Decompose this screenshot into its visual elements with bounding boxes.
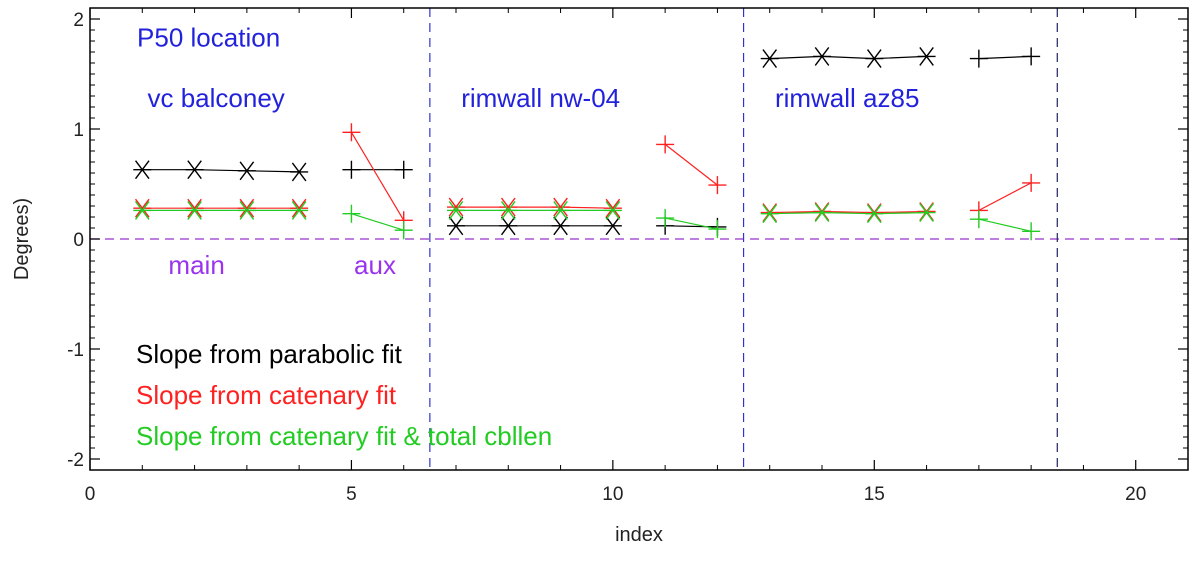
series-line (769, 210, 927, 214)
asterisk-marker (133, 160, 152, 180)
plus-marker (656, 135, 675, 154)
plus-marker (969, 49, 988, 68)
reference-lines (90, 8, 1188, 470)
asterisk-marker (917, 46, 936, 66)
legend: Slope from parabolic fit Slope from caten… (136, 339, 552, 451)
asterisk-marker (760, 204, 779, 224)
series-line (665, 217, 718, 230)
y-tick-label: 2 (73, 10, 84, 31)
asterisk-marker (447, 216, 465, 236)
asterisk-marker (603, 198, 622, 218)
series-line (664, 143, 718, 186)
x-tick-label: 10 (602, 484, 623, 505)
legend-entry-2: Slope from catenary fit (136, 380, 397, 410)
asterisk-marker (133, 200, 152, 220)
annotation-vc: vc balconey (148, 83, 285, 113)
asterisk-marker (603, 200, 622, 220)
series-line (350, 131, 405, 221)
asterisk-marker (290, 198, 309, 218)
asterisk-marker (499, 200, 518, 220)
plus-marker (394, 221, 413, 240)
legend-entry-3: Slope from catenary fit & total cbllen (136, 421, 552, 451)
asterisk-marker (133, 198, 152, 218)
series-line (142, 169, 300, 173)
asterisk-marker (290, 200, 309, 220)
y-tick-label: -1 (67, 340, 84, 361)
plus-marker (342, 123, 361, 142)
y-tick-label: -2 (67, 450, 84, 471)
series-line (978, 182, 1032, 211)
x-axis-label: index (615, 524, 663, 546)
asterisk-marker (185, 198, 204, 218)
x-tick-label: 15 (864, 484, 885, 505)
asterisk-marker (865, 204, 884, 224)
asterisk-marker (185, 160, 204, 180)
legend-entry-1: Slope from parabolic fit (136, 339, 403, 369)
x-tick-label: 0 (85, 484, 96, 505)
annotation-aux: aux (354, 250, 396, 280)
y-tick-label: 0 (73, 230, 84, 251)
series-line (351, 213, 404, 231)
data-series (133, 46, 1041, 241)
asterisk-marker (499, 216, 518, 236)
y-tick-label: 1 (73, 120, 84, 141)
annotation-nw04: rimwall nw-04 (461, 83, 620, 113)
plus-marker (394, 160, 413, 179)
asterisk-marker (603, 216, 622, 236)
asterisk-marker (447, 197, 465, 217)
series-2 (133, 123, 1041, 230)
plus-marker (342, 160, 361, 179)
asterisk-marker (551, 197, 570, 217)
asterisk-marker (865, 49, 884, 69)
plus-marker (342, 204, 361, 223)
asterisk-marker (290, 162, 309, 182)
axes: 0 5 10 15 20 -2 -1 0 1 2 (67, 7, 1189, 505)
x-tick-label: 20 (1125, 484, 1146, 505)
asterisk-marker (447, 200, 465, 220)
annotation-main: main (168, 250, 224, 280)
annotation-az85: rimwall az85 (775, 83, 920, 113)
asterisk-marker (917, 203, 936, 223)
series-line (456, 206, 613, 209)
series-line (769, 55, 927, 60)
asterisk-marker (551, 200, 570, 220)
asterisk-marker (499, 197, 518, 217)
asterisk-marker (760, 49, 779, 69)
y-axis-label: Degrees) (11, 198, 33, 280)
asterisk-marker (813, 203, 831, 223)
asterisk-marker (237, 200, 256, 220)
x-tick-label: 5 (346, 484, 357, 505)
plus-marker (708, 220, 727, 239)
asterisk-marker (813, 46, 831, 66)
plus-marker (708, 176, 727, 195)
plus-marker (656, 209, 675, 228)
asterisk-marker (237, 198, 256, 218)
asterisk-marker (551, 216, 570, 236)
series-line (978, 218, 1032, 232)
series-line (769, 211, 927, 215)
annotations: P50 location vc balconey rimwall nw-04 rimw… (137, 23, 919, 281)
annotation-p50: P50 location (137, 23, 280, 53)
plus-marker (1022, 47, 1041, 66)
series-3 (133, 200, 1041, 241)
plus-marker (1022, 222, 1041, 241)
asterisk-marker (237, 161, 256, 181)
plus-marker (1022, 173, 1041, 192)
plus-marker (969, 210, 988, 229)
asterisk-marker (185, 200, 204, 220)
